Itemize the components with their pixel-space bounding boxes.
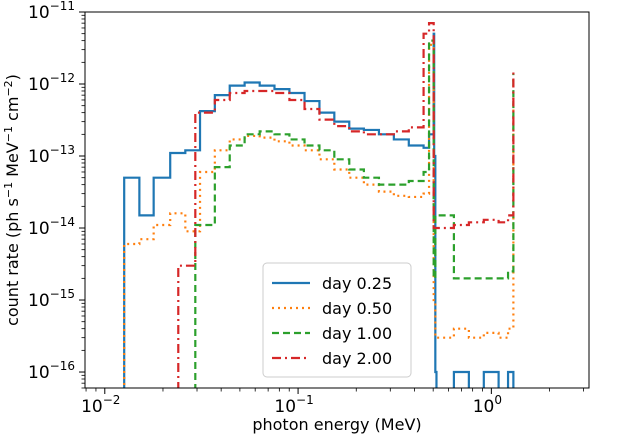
series-line-1 <box>123 32 515 388</box>
x-tick-label: 10−2 <box>81 393 120 417</box>
series-line-4 <box>177 22 515 388</box>
x-tick-labels: 10−2 10−1 100 <box>81 393 502 417</box>
y-axis-label-exponent: −1 <box>2 126 15 142</box>
y-axis-label-part: cm <box>3 97 22 126</box>
tick-layer <box>79 11 584 394</box>
legend-label-2: day 0.50 <box>322 299 392 318</box>
y-tick-label: 10−13 <box>28 143 75 167</box>
y-tick-label: 10−12 <box>28 71 75 95</box>
y-axis-label-exponent: −2 <box>2 80 15 96</box>
y-axis-label-part: ) <box>3 74 22 80</box>
legend-label-3: day 1.00 <box>322 324 392 343</box>
y-axis-label-part: count rate (ph s <box>3 198 22 326</box>
legend-label-4: day 2.00 <box>322 349 392 368</box>
series-layer <box>123 22 515 388</box>
series-line-3 <box>194 39 515 388</box>
plot-frame <box>84 11 590 389</box>
legend-box <box>262 262 412 378</box>
y-tick-label: 10−11 <box>28 0 75 23</box>
y-tick-label: 10−16 <box>28 359 75 383</box>
x-tick-label: 10−1 <box>274 393 313 417</box>
x-tick-label: 100 <box>473 393 502 417</box>
y-axis-label: count rate (ph s−1 MeV−1 cm−2) <box>2 74 22 326</box>
legend-label-1: day 0.25 <box>322 274 392 293</box>
y-axis-label-part: MeV <box>3 142 22 182</box>
y-tick-label: 10−15 <box>28 287 75 311</box>
y-axis-label-exponent: −1 <box>2 182 15 198</box>
y-tick-label: 10−14 <box>28 215 75 239</box>
legend: day 0.25 day 0.50 day 1.00 day 2.00 <box>262 262 412 378</box>
x-axis-label: photon energy (MeV) <box>252 415 421 434</box>
y-tick-labels: 10−16 10−15 10−14 10−13 10−12 10−11 <box>28 0 75 383</box>
